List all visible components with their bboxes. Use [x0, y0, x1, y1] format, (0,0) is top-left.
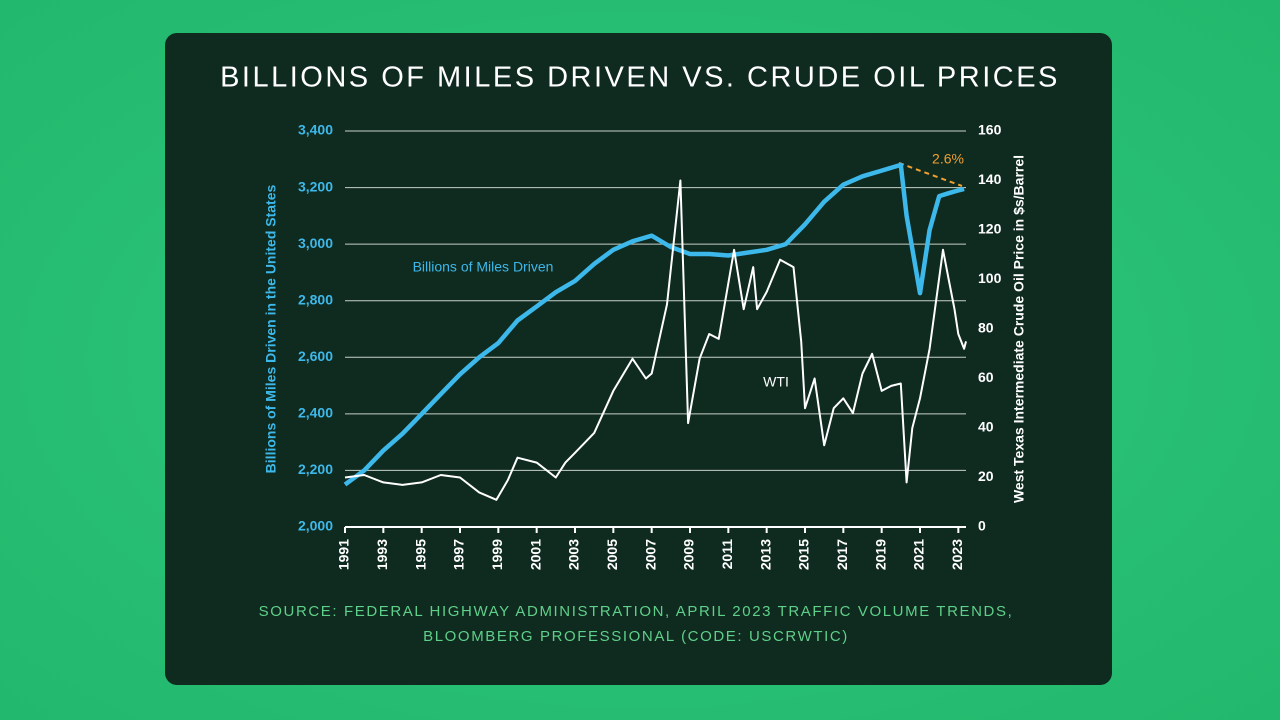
y-tick-label: 2,200	[298, 461, 333, 477]
data-line	[343, 162, 965, 487]
x-tick-label: 2017	[834, 539, 850, 570]
y-tick-label: 3,200	[298, 178, 333, 194]
x-tick-label: 2013	[757, 539, 773, 570]
x-tick-label: 1995	[412, 539, 428, 570]
x-tick-label: 2019	[872, 539, 888, 570]
change-label: 2.6%	[932, 151, 964, 167]
y-tick-label: 2,800	[298, 291, 333, 307]
series-label: Billions of Miles Driven	[413, 259, 554, 275]
y-tick-label: 3,400	[298, 122, 333, 138]
y-tick-label: 2,000	[298, 518, 333, 534]
x-tick-label: 1991	[336, 539, 352, 570]
x-tick-label: 2003	[566, 539, 582, 570]
change-indicator	[898, 162, 963, 187]
y-tick-label: 2,400	[298, 405, 333, 421]
y2-tick-label: 60	[978, 369, 994, 385]
x-tick-label: 1999	[489, 539, 505, 570]
y-tick-label: 3,000	[298, 235, 333, 251]
series-label: WTI	[763, 374, 789, 390]
source-note: BLOOMBERG PROFESSIONAL (CODE: USCRWTIC)	[423, 628, 849, 645]
y2-tick-label: 140	[978, 171, 1002, 187]
y2-tick-label: 20	[978, 468, 994, 484]
source-note: SOURCE: FEDERAL HIGHWAY ADMINISTRATION, …	[259, 603, 1014, 620]
y2-axis-label: West Texas Intermediate Crude Oil Price …	[1011, 155, 1027, 503]
x-tick-label: 2005	[604, 539, 620, 570]
chart-card	[165, 33, 1112, 685]
x-tick-label: 1993	[374, 539, 390, 570]
y-tick-label: 2,600	[298, 348, 333, 364]
y2-tick-label: 120	[978, 221, 1002, 237]
data-line	[344, 179, 967, 501]
y2-tick-label: 100	[978, 270, 1002, 286]
y2-tick-label: 0	[978, 518, 986, 534]
x-tick-label: 2007	[642, 539, 658, 570]
x-tick-label: 2015	[796, 539, 812, 570]
chart-title: BILLIONS OF MILES DRIVEN VS. CRUDE OIL P…	[220, 62, 1060, 94]
y2-tick-label: 40	[978, 419, 994, 435]
x-tick-label: 2021	[911, 539, 927, 570]
y-axis-label: Billions of Miles Driven in the United S…	[263, 184, 279, 473]
x-tick-label: 1997	[451, 539, 467, 570]
x-tick-label: 2009	[681, 539, 697, 570]
x-tick-label: 2011	[719, 539, 735, 570]
x-tick-label: 2001	[527, 539, 543, 570]
y2-tick-label: 80	[978, 320, 994, 336]
y2-tick-label: 160	[978, 122, 1002, 138]
x-tick-label: 2023	[949, 539, 965, 570]
